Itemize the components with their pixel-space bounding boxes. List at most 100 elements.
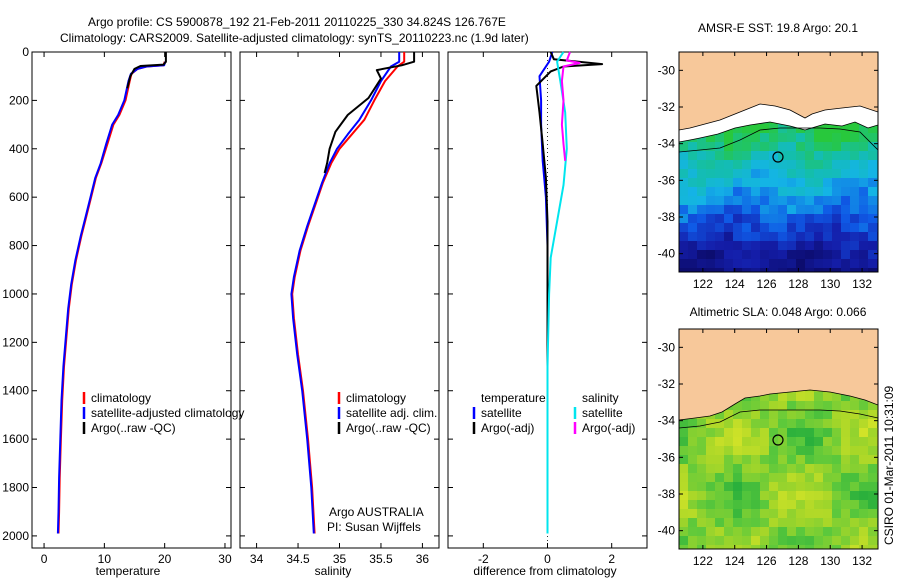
sst-pixel: [823, 250, 833, 260]
sla-pixel: [742, 536, 752, 546]
sla-pixel: [796, 491, 806, 501]
sla-pixel: [805, 500, 815, 510]
sst-pixel: [688, 214, 698, 224]
sst-pixel: [751, 259, 761, 269]
difference-axis-ticks: -2 0 2: [448, 51, 647, 566]
sla-pixel: [751, 536, 761, 546]
sst-pixel: [688, 160, 698, 170]
sst-pixel: [706, 223, 716, 233]
sla-pixel: [850, 473, 860, 483]
sst-pixel: [760, 259, 770, 269]
sla-pixel: [823, 419, 833, 429]
sla-pixel: [823, 491, 833, 501]
sla-pixel: [850, 527, 860, 537]
map-y-tick-label: -34: [658, 414, 676, 428]
sla-pixel: [796, 419, 806, 429]
sst-pixel: [787, 142, 797, 152]
sst-pixel: [760, 214, 770, 224]
sla-pixel: [814, 500, 824, 510]
sla-pixel: [859, 518, 869, 528]
sst-pixel: [706, 142, 716, 152]
sst-argo-location-marker: [772, 151, 784, 163]
sst-pixel: [715, 160, 725, 170]
sla-pixel: [778, 527, 788, 537]
sla-pixel: [850, 428, 860, 438]
sla-pixel: [688, 446, 698, 456]
sla-pixel: [850, 419, 860, 429]
sla-pixel: [832, 545, 842, 549]
sst-pixel: [778, 214, 788, 224]
sst-pixel: [679, 268, 689, 272]
y-tick-label: 1800: [2, 481, 29, 495]
sst-pixel: [832, 259, 842, 269]
sla-pixel: [715, 545, 725, 549]
sla-pixel: [688, 473, 698, 483]
sla-pixel: [769, 410, 779, 420]
sla-pixel: [760, 500, 770, 510]
sla-pixel: [688, 545, 698, 549]
sla-pixel: [787, 464, 797, 474]
sla-pixel: [724, 491, 734, 501]
sst-pixel: [787, 250, 797, 260]
sla-pixel: [751, 500, 761, 510]
sla-pixel: [697, 536, 707, 546]
sst-pixel: [760, 151, 770, 161]
sla-pixel: [841, 392, 851, 402]
sla-pixel: [760, 491, 770, 501]
sla-pixel: [832, 401, 842, 411]
sla-pixel: [787, 428, 797, 438]
sst-pixel: [742, 232, 752, 242]
sst-pixel: [715, 178, 725, 188]
sla-pixel: [679, 545, 689, 549]
sst-pixel: [868, 124, 878, 134]
sla-pixel: [742, 464, 752, 474]
sst-pixel: [715, 250, 725, 260]
sst-pixel: [679, 160, 689, 170]
sst-pixel: [787, 160, 797, 170]
sst-pixel: [760, 232, 770, 242]
sst-pixel: [832, 223, 842, 233]
sla-pixel: [751, 464, 761, 474]
sst-pixel: [733, 160, 743, 170]
sla-pixel: [796, 536, 806, 546]
sst-pixel: [724, 151, 734, 161]
sst-pixel: [769, 133, 779, 143]
sst-pixel: [778, 178, 788, 188]
sla-pixel: [724, 482, 734, 492]
sla-pixel: [706, 437, 716, 447]
sla-pixel: [787, 455, 797, 465]
sla-pixel: [859, 473, 869, 483]
sst-pixel: [724, 268, 734, 272]
sla-pixel: [742, 410, 752, 420]
sst-pixel: [850, 187, 860, 197]
sst-pixel: [733, 133, 743, 143]
sst-pixel: [778, 133, 788, 143]
sst-pixel: [823, 133, 833, 143]
sla-pixel: [787, 419, 797, 429]
sla-pixel: [733, 455, 743, 465]
sst-pixel: [868, 142, 878, 152]
sla-pixel: [805, 428, 815, 438]
sst-pixel: [715, 169, 725, 179]
map-y-tick-label: -32: [658, 100, 676, 114]
sst-pixel: [814, 259, 824, 269]
sla-pixel: [814, 527, 824, 537]
sla-pixel: [769, 518, 779, 528]
sla-pixel: [850, 491, 860, 501]
sla-pixel: [868, 428, 878, 438]
sst-pixel: [733, 178, 743, 188]
sla-map-axis-ticks: 122 124 126 128 130 132 -30 -32 -34 -36 -38 -40: [658, 329, 878, 568]
sla-pixel: [760, 536, 770, 546]
sst-pixel: [769, 250, 779, 260]
sst-map-axis-ticks: 122 124 126 128 130 132 -30 -32 -34 -36 -38 -40: [658, 52, 878, 291]
sla-pixel: [742, 437, 752, 447]
sla-pixel: [868, 536, 878, 546]
sst-pixel: [787, 133, 797, 143]
x-tick-label: 30: [218, 552, 232, 566]
sla-pixel: [805, 473, 815, 483]
sla-pixel: [733, 527, 743, 537]
series-line-climatology: [57, 61, 166, 534]
map-y-tick-label: -36: [658, 173, 676, 187]
sla-pixel: [697, 419, 707, 429]
sst-pixel: [742, 214, 752, 224]
